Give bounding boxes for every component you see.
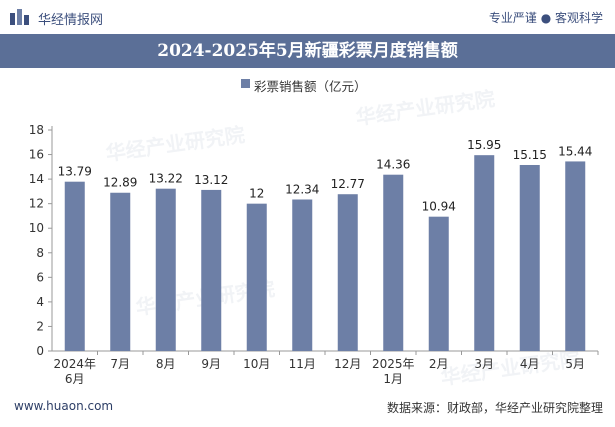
data-label: 13.79 (58, 165, 92, 179)
logo-icon (10, 9, 29, 25)
x-tick-label-line: 2月 (429, 357, 449, 371)
data-label: 12.34 (285, 182, 319, 196)
data-label: 12 (249, 187, 264, 201)
x-tick-label-line: 7月 (110, 357, 130, 371)
bar (428, 216, 449, 351)
x-tick-label-line: 2024年 (53, 357, 96, 371)
x-tick-label: 5月 (565, 357, 585, 371)
x-tick-label-line: 11月 (289, 357, 316, 371)
data-label: 10.94 (422, 200, 456, 214)
x-tick-label: 10月 (243, 357, 270, 371)
bar (246, 203, 267, 351)
y-tick-label: 10 (29, 221, 44, 235)
footer-source: 数据来源：财政部，华经产业研究院整理 (386, 401, 603, 415)
data-label: 15.95 (467, 138, 501, 152)
x-tick-label-line: 9月 (201, 357, 221, 371)
bar (201, 189, 222, 351)
brand-name: 华经情报网 (38, 13, 104, 28)
y-tick-label: 12 (29, 197, 44, 211)
bar (383, 174, 404, 351)
x-tick-label: 2025年 1月 (372, 357, 415, 386)
tagline: 专业严谨 ● 客观科学 (488, 11, 603, 25)
x-tick-label-line: 8月 (156, 357, 176, 371)
data-label: 15.44 (558, 144, 592, 158)
x-tick-label-line: 1月 (383, 372, 403, 386)
x-tick-label-line: 5月 (565, 357, 585, 371)
y-tick-label: 8 (36, 246, 44, 260)
x-tick-label: 4月 (520, 357, 540, 371)
y-tick-label: 6 (36, 270, 44, 284)
data-label: 15.15 (513, 148, 547, 162)
title-bar: 2024-2025年5月新疆彩票月度销售额 (0, 34, 615, 68)
x-tick-label: 12月 (334, 357, 361, 371)
x-tick-label: 2024年 6月 (53, 357, 96, 386)
top-bar: 华经情报网 专业严谨 ● 客观科学 (0, 0, 615, 34)
y-tick-label: 14 (29, 172, 44, 186)
y-tick-label: 0 (36, 344, 44, 358)
x-tick-label-line: 3月 (474, 357, 494, 371)
y-tick-label: 2 (36, 319, 44, 333)
x-tick-label-line: 12月 (334, 357, 361, 371)
legend-label: 彩票销售额（亿元） (254, 79, 367, 94)
data-label: 14.36 (376, 158, 410, 172)
x-tick-label: 9月 (201, 357, 221, 371)
bar (155, 188, 176, 351)
x-tick-label: 11月 (289, 357, 316, 371)
chart-title: 2024-2025年5月新疆彩票月度销售额 (157, 41, 458, 61)
legend-swatch (241, 79, 250, 88)
data-label: 13.12 (194, 173, 228, 187)
x-tick-label: 2月 (429, 357, 449, 371)
x-tick-label-line: 10月 (243, 357, 270, 371)
footer-website: www.huaon.com (14, 399, 114, 413)
bar (474, 155, 495, 351)
y-tick-label: 16 (29, 148, 44, 162)
bar (519, 164, 540, 351)
x-tick-label: 7月 (110, 357, 130, 371)
data-label: 12.89 (103, 176, 137, 190)
data-label: 12.77 (331, 177, 365, 191)
y-tick-label: 18 (29, 123, 44, 137)
bar (292, 199, 313, 351)
bar (64, 181, 85, 351)
bar (110, 192, 131, 351)
y-tick-label: 4 (36, 295, 44, 309)
data-label: 13.22 (149, 172, 183, 186)
bar (337, 194, 358, 351)
bar-chart: 0 2 4 6 8 10 12 14 16 18 13.79 2024年 6月 12.89 7月 13.22 8… (29, 123, 599, 386)
x-tick-label-line: 4月 (520, 357, 540, 371)
x-tick-label-line: 6月 (65, 372, 85, 386)
x-tick-label: 3月 (474, 357, 494, 371)
x-tick-label: 8月 (156, 357, 176, 371)
bar (565, 161, 586, 351)
x-tick-label-line: 2025年 (372, 357, 415, 371)
